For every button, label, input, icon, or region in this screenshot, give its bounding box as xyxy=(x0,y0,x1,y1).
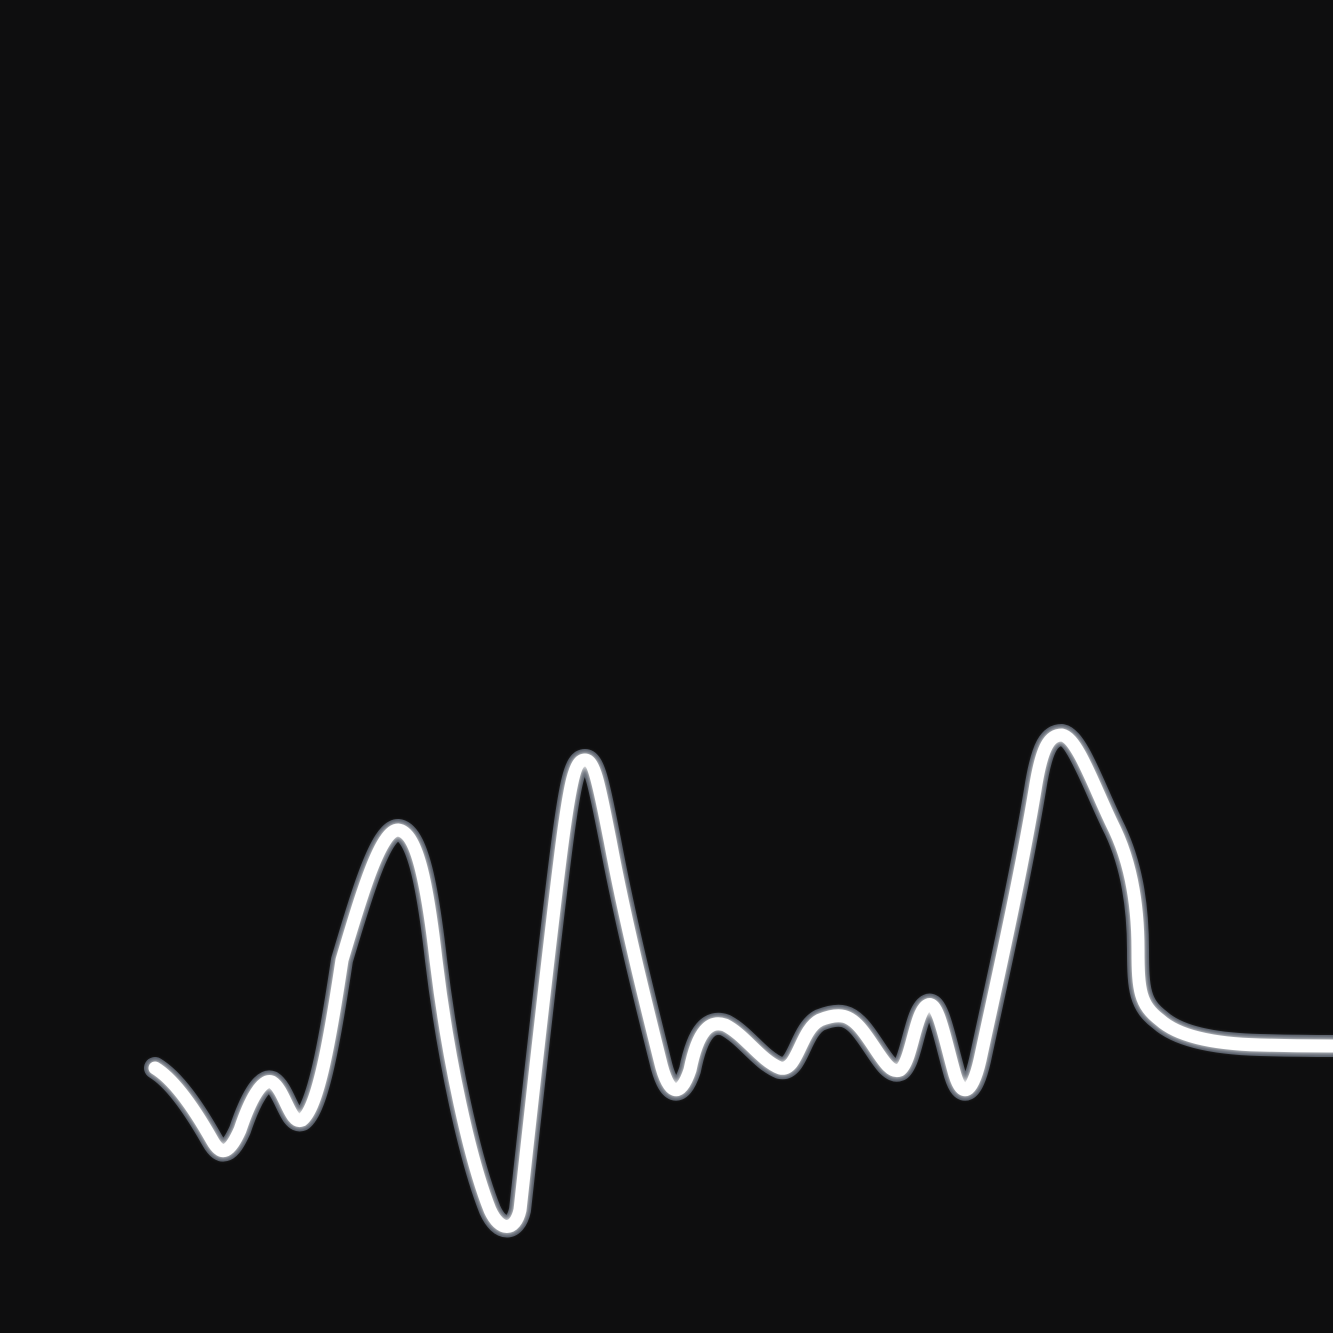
light-trail xyxy=(148,728,1333,1233)
